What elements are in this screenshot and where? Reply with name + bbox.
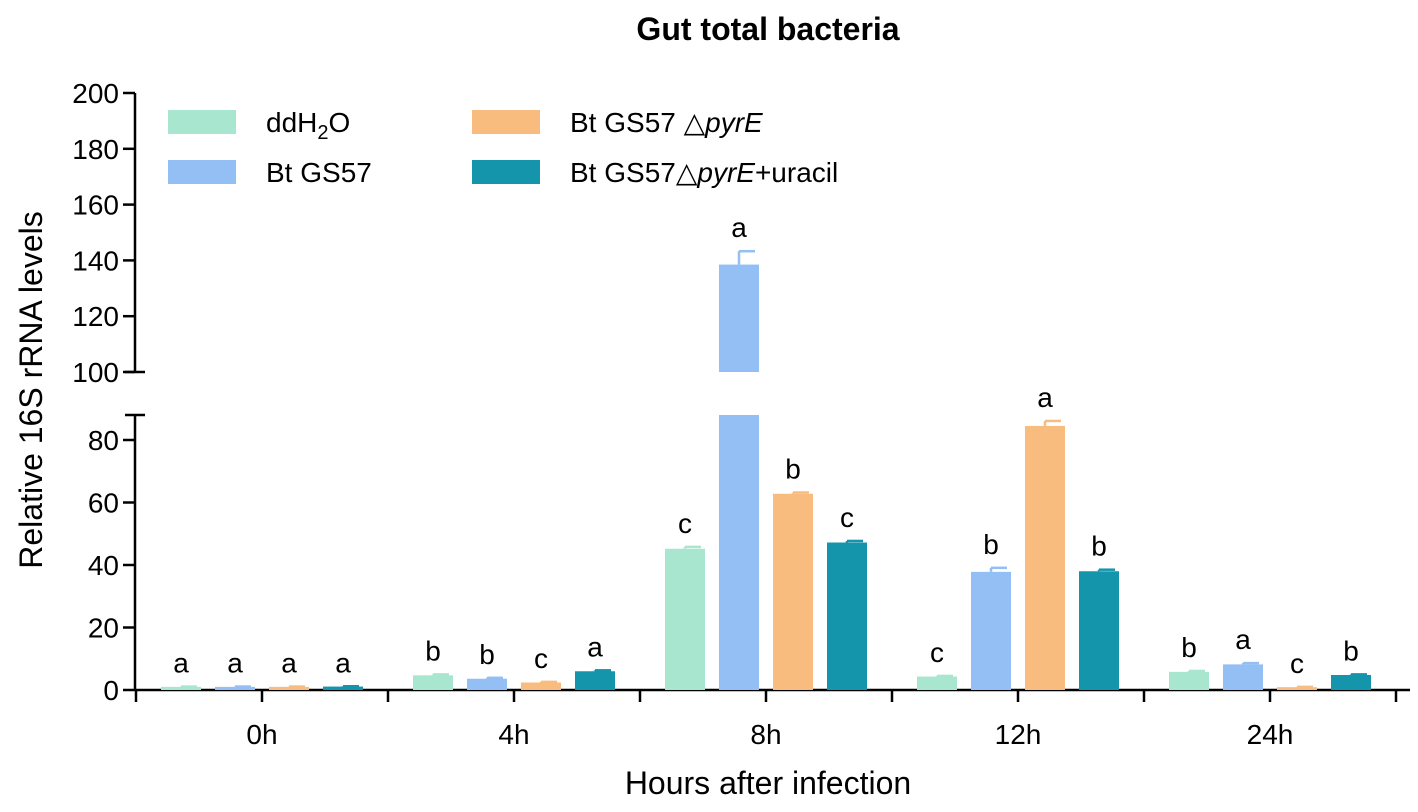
significance-label: b: [1343, 635, 1359, 666]
bar-group: a: [323, 647, 363, 690]
y-tick-label: 80: [88, 425, 119, 456]
y-tick-label: 120: [72, 301, 119, 332]
legend-swatch: [168, 160, 236, 184]
significance-label: b: [1181, 632, 1197, 663]
bar-lower-part: [719, 415, 759, 690]
bar: [773, 493, 813, 690]
bar-group: b: [1079, 531, 1119, 690]
significance-label: b: [983, 529, 999, 560]
bar: [575, 671, 615, 690]
significance-label: a: [281, 648, 297, 679]
bar: [827, 542, 867, 690]
bar-group: b: [971, 529, 1011, 690]
bar: [269, 686, 309, 690]
bar: [917, 676, 957, 690]
bar-group: b: [467, 639, 507, 690]
bar: [1025, 425, 1065, 690]
significance-label: a: [731, 212, 747, 243]
y-tick-label: 180: [72, 134, 119, 165]
significance-label: a: [173, 648, 189, 679]
significance-label: c: [678, 508, 692, 539]
bar: [413, 675, 453, 690]
bar: [665, 548, 705, 690]
bar-group: a: [1025, 382, 1065, 690]
legend-label: Bt GS57: [266, 157, 372, 188]
significance-label: c: [534, 643, 548, 674]
bar: [521, 682, 561, 690]
x-axis-title: Hours after infection: [625, 765, 911, 801]
bar: [323, 686, 363, 690]
bar: [215, 686, 255, 690]
y-axis-title: Relative 16S rRNA levels: [13, 211, 49, 568]
x-tick-label: 0h: [246, 719, 277, 750]
y-tick-label: 0: [103, 675, 119, 706]
legend: ddH2O Bt GS57 Bt GS57 △pyrE Bt GS57△pyrE+ur…: [168, 107, 838, 188]
bar-group: a: [719, 212, 759, 690]
legend-item: ddH2O: [168, 107, 350, 144]
significance-label: a: [227, 648, 243, 679]
significance-label: a: [335, 647, 351, 678]
y-tick-label: 40: [88, 550, 119, 581]
bar-group: a: [575, 631, 615, 690]
significance-label: c: [1290, 648, 1304, 679]
significance-label: c: [840, 502, 854, 533]
significance-label: b: [425, 635, 441, 666]
bar: [1277, 687, 1317, 690]
x-tick-label: 8h: [750, 719, 781, 750]
legend-label: ddH2O: [266, 107, 350, 144]
legend-label: Bt GS57 △pyrE: [570, 107, 763, 138]
y-tick-label: 140: [72, 245, 119, 276]
significance-label: b: [1091, 531, 1107, 562]
legend-swatch: [168, 110, 236, 134]
x-tick-label: 24h: [1247, 719, 1294, 750]
y-tick-label: 100: [72, 357, 119, 388]
bar-group: b: [413, 635, 453, 690]
bar: [467, 678, 507, 690]
bar: [1079, 571, 1119, 690]
bar: [1331, 675, 1371, 690]
bar: [1223, 664, 1263, 690]
x-tick-label: 4h: [498, 719, 529, 750]
bar-group: b: [1331, 635, 1371, 690]
bar-group: b: [1169, 632, 1209, 690]
bar-group: a: [269, 648, 309, 690]
bars: a b c c b a b a b a a c b a c a a c b b: [161, 212, 1371, 690]
legend-item: Bt GS57 △pyrE: [472, 107, 763, 138]
bar-group: b: [773, 454, 813, 690]
significance-label: a: [1037, 382, 1053, 413]
bar-group: c: [521, 643, 561, 690]
bar-group: a: [161, 648, 201, 690]
bar: [1169, 671, 1209, 690]
bar-group: a: [215, 648, 255, 690]
bar-group: a: [1223, 624, 1263, 690]
significance-label: a: [587, 631, 603, 662]
significance-label: c: [930, 637, 944, 668]
legend-item: Bt GS57△pyrE+uracil: [472, 157, 838, 188]
bar: [971, 571, 1011, 690]
significance-label: b: [785, 454, 801, 485]
bar-group: c: [665, 508, 705, 690]
x-tick-label: 12h: [995, 719, 1042, 750]
significance-label: b: [479, 639, 495, 670]
legend-swatch: [472, 110, 540, 134]
legend-label: Bt GS57△pyrE+uracil: [570, 157, 838, 188]
axes: 0 20 40 60 80 100 120 140 160 180 200 0h 4h 8h 12h 24h: [72, 78, 1410, 750]
y-tick-label: 60: [88, 488, 119, 519]
y-tick-label: 20: [88, 613, 119, 644]
significance-label: a: [1235, 624, 1251, 655]
bar-group: c: [917, 637, 957, 690]
legend-item: Bt GS57: [168, 157, 372, 188]
bar-group: c: [1277, 648, 1317, 690]
chart-title: Gut total bacteria: [636, 11, 899, 47]
bar: [161, 686, 201, 690]
y-tick-label: 160: [72, 190, 119, 221]
bar-upper-part: [719, 264, 759, 372]
legend-swatch: [472, 160, 540, 184]
y-tick-label: 200: [72, 78, 119, 109]
bar-group: c: [827, 502, 867, 690]
